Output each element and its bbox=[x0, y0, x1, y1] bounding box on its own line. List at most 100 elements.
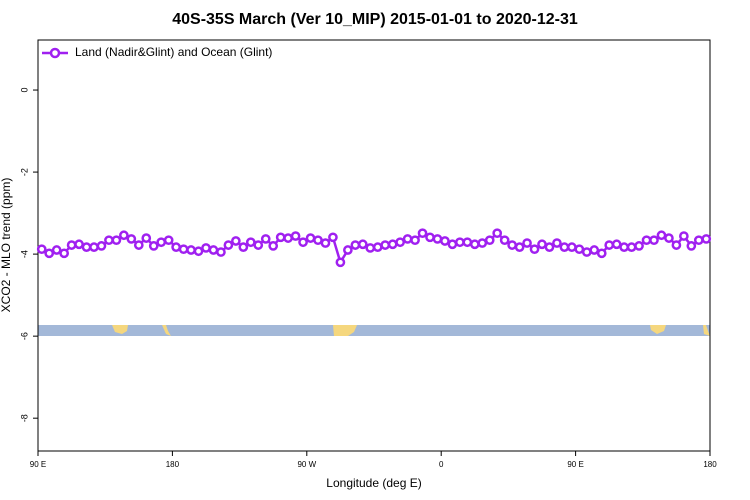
y-tick-label: -4 bbox=[19, 250, 29, 258]
data-point bbox=[290, 231, 301, 241]
data-point bbox=[268, 241, 279, 251]
data-point bbox=[365, 243, 376, 253]
data-point bbox=[104, 235, 114, 246]
data-point bbox=[171, 242, 181, 252]
data-point bbox=[208, 245, 219, 255]
data-point bbox=[492, 228, 503, 239]
data-point bbox=[656, 230, 667, 241]
data-point bbox=[283, 233, 293, 243]
data-point bbox=[36, 244, 47, 255]
data-point bbox=[66, 240, 77, 250]
x-tick-label: 0 bbox=[439, 460, 444, 469]
data-point bbox=[514, 242, 525, 252]
data-point bbox=[372, 242, 383, 252]
chart-title: 40S-35S March (Ver 10_MIP) 2015-01-01 to… bbox=[172, 11, 578, 28]
data-point bbox=[357, 239, 368, 250]
data-point bbox=[133, 240, 144, 250]
data-point bbox=[119, 230, 129, 241]
data-point bbox=[559, 242, 570, 252]
data-point bbox=[163, 235, 174, 246]
x-tick-label: 90 E bbox=[567, 460, 583, 469]
legend-label: Land (Nadir&Glint) and Ocean (Glint) bbox=[75, 45, 272, 59]
data-point bbox=[649, 235, 659, 246]
data-point bbox=[507, 240, 517, 250]
y-tick-label: -8 bbox=[19, 414, 29, 422]
data-point bbox=[641, 235, 652, 246]
x-tick-label: 180 bbox=[703, 460, 717, 469]
data-point bbox=[387, 239, 398, 250]
data-point bbox=[89, 242, 99, 252]
data-point bbox=[499, 235, 510, 246]
data-point bbox=[634, 241, 644, 251]
data-point bbox=[604, 240, 615, 250]
land-map bbox=[38, 325, 710, 336]
data-point bbox=[544, 242, 555, 252]
data-point bbox=[245, 237, 256, 248]
data-point bbox=[440, 236, 450, 246]
data-point bbox=[253, 240, 264, 250]
data-point bbox=[328, 232, 338, 243]
data-point bbox=[455, 237, 465, 248]
data-point bbox=[410, 235, 420, 246]
plot-frame bbox=[37, 39, 711, 452]
data-point bbox=[619, 242, 629, 252]
data-point bbox=[350, 240, 361, 250]
y-tick-label: -2 bbox=[19, 168, 29, 176]
data-point bbox=[432, 234, 443, 244]
data-point bbox=[589, 245, 600, 255]
data-point bbox=[626, 242, 637, 252]
x-tick-label: 90 E bbox=[30, 460, 46, 469]
data-point bbox=[275, 232, 286, 243]
data-point bbox=[148, 241, 159, 251]
data-point bbox=[193, 246, 204, 257]
data-point bbox=[425, 232, 435, 243]
data-point bbox=[522, 238, 532, 248]
data-point bbox=[552, 238, 562, 248]
data-point bbox=[223, 240, 234, 250]
data-point bbox=[335, 257, 346, 268]
data-point bbox=[186, 245, 196, 255]
data-point bbox=[701, 234, 712, 244]
y-tick-label: -6 bbox=[19, 332, 29, 340]
data-point bbox=[567, 242, 577, 252]
legend-marker bbox=[49, 47, 61, 59]
data-point bbox=[178, 244, 189, 255]
data-point bbox=[402, 234, 413, 244]
data-point bbox=[529, 244, 540, 255]
data-point bbox=[611, 239, 622, 250]
data-point bbox=[686, 241, 697, 251]
data-point bbox=[664, 233, 674, 243]
data-point bbox=[231, 236, 241, 246]
data-point bbox=[305, 233, 316, 243]
data-point bbox=[96, 241, 107, 251]
y-axis-label: XCO2 - MLO trend (ppm) bbox=[0, 178, 13, 313]
data-point bbox=[111, 235, 122, 246]
data-point bbox=[298, 237, 308, 248]
x-axis-label: Longitude (deg E) bbox=[326, 476, 421, 490]
data-point bbox=[51, 245, 62, 255]
data-point bbox=[462, 237, 473, 248]
data-point bbox=[201, 243, 211, 253]
data-point bbox=[380, 240, 391, 250]
data-point bbox=[447, 239, 458, 250]
data-point bbox=[417, 228, 428, 239]
data-point bbox=[156, 237, 167, 248]
data-point bbox=[395, 237, 405, 248]
data-point bbox=[343, 245, 353, 255]
data-point bbox=[477, 238, 488, 248]
data-point bbox=[581, 247, 592, 257]
data-point bbox=[81, 242, 92, 252]
x-tick-label: 90 W bbox=[297, 460, 316, 469]
data-point bbox=[59, 248, 69, 259]
data-point bbox=[238, 242, 249, 252]
y-tick-label: 0 bbox=[19, 88, 29, 93]
data-point bbox=[216, 247, 226, 257]
data-point bbox=[679, 231, 689, 241]
data-point bbox=[693, 235, 704, 246]
data-point bbox=[44, 248, 55, 259]
data-point bbox=[260, 234, 271, 244]
data-point bbox=[469, 239, 480, 250]
data-point bbox=[596, 248, 607, 259]
data-point bbox=[671, 240, 682, 250]
